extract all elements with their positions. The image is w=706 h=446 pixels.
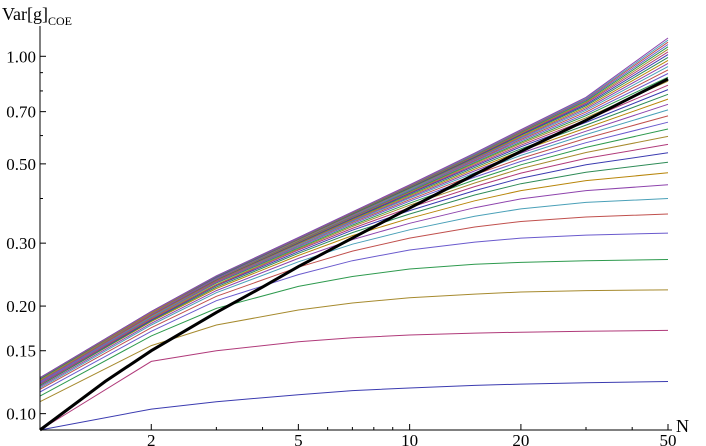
- reference-curve-layer: [39, 77, 669, 432]
- series-line: [39, 161, 669, 386]
- series-line: [39, 143, 669, 385]
- series-line: [39, 135, 669, 384]
- series-line: [39, 232, 669, 393]
- series-line: [39, 172, 669, 386]
- series-line: [39, 289, 669, 403]
- y-axis-label-main: Var[g]: [2, 4, 48, 24]
- plot-area: [39, 37, 669, 432]
- axes: 2 5 10 20 50 0.10 0.15 0.20 0.30 0.50 0.70 1.00: [6, 26, 677, 446]
- y-axis-label-sub: COE: [48, 14, 72, 28]
- series-line: [39, 329, 669, 431]
- reference-curve: [39, 77, 669, 432]
- series-line: [39, 98, 669, 381]
- x-axis-label: N: [676, 416, 689, 436]
- series-line: [39, 37, 669, 379]
- x-tick-label: 2: [147, 431, 156, 446]
- series-line: [39, 259, 669, 397]
- series-line: [39, 73, 669, 380]
- series-line: [39, 152, 669, 385]
- series-line: [39, 381, 669, 431]
- x-tick-label: 50: [660, 431, 677, 446]
- series-line: [39, 198, 669, 389]
- y-tick-label: 0.50: [6, 155, 36, 174]
- series-line: [39, 213, 669, 390]
- y-tick-label: 0.70: [6, 103, 36, 122]
- series-line: [39, 121, 669, 384]
- y-tick-label: 0.20: [6, 297, 36, 316]
- y-tick-label: 0.15: [6, 342, 36, 361]
- x-tick-label: 5: [294, 431, 303, 446]
- x-tick-label: 20: [512, 431, 529, 446]
- y-axis-label: Var[g]COE: [2, 4, 72, 28]
- y-tick-label: 0.10: [6, 405, 36, 424]
- y-tick-label: 0.30: [6, 234, 36, 253]
- y-ticks: 0.10 0.15 0.20 0.30 0.50 0.70 1.00: [6, 47, 46, 424]
- y-tick-label: 1.00: [6, 47, 36, 66]
- x-tick-label: 10: [401, 431, 418, 446]
- x-ticks: 2 5 10 20 50: [147, 424, 677, 446]
- series-line: [39, 184, 669, 388]
- series-layer: [39, 37, 669, 431]
